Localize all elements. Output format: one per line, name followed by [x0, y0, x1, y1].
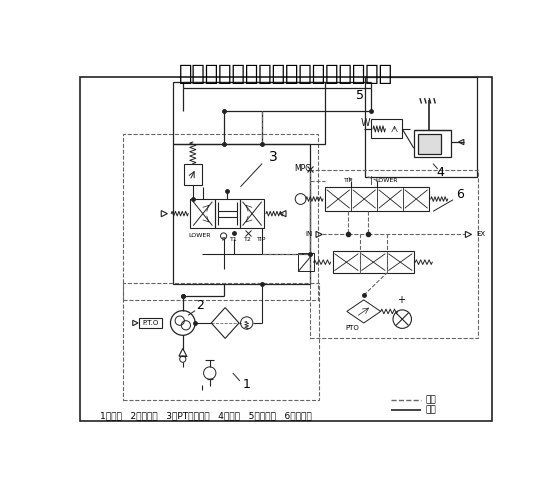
Text: +: + [397, 295, 405, 305]
Bar [333, 251, 414, 273]
Text: 5: 5 [356, 89, 364, 102]
Text: 油路: 油路 [425, 406, 436, 414]
Text: 2: 2 [196, 299, 204, 312]
Bar [372, 119, 402, 138]
Bar [365, 77, 477, 176]
Text: T2: T2 [244, 237, 252, 242]
Bar [299, 253, 314, 271]
Bar [80, 77, 492, 421]
Text: LOWER: LOWER [189, 234, 211, 239]
Text: MPC: MPC [295, 165, 311, 173]
Text: EX: EX [476, 232, 485, 238]
Bar [215, 199, 240, 228]
Text: 3: 3 [268, 151, 277, 165]
Text: |: | [370, 176, 373, 185]
Bar [310, 170, 478, 337]
Bar [190, 199, 215, 228]
Bar [414, 131, 451, 158]
Text: 气路: 气路 [425, 396, 436, 405]
Text: 6: 6 [456, 188, 464, 201]
Bar [123, 134, 318, 300]
Bar [184, 164, 202, 185]
Text: LOWER: LOWER [376, 178, 398, 183]
Bar [325, 187, 429, 211]
Text: 1、油箱   2、齿轮泵   3、PT型举升阀   4、油缸   5、限位阀   6、气控阀: 1、油箱 2、齿轮泵 3、PT型举升阀 4、油缸 5、限位阀 6、气控阀 [100, 412, 312, 420]
Text: P.T.O: P.T.O [142, 320, 158, 326]
Bar [123, 283, 319, 400]
Bar [240, 199, 264, 228]
Bar [417, 134, 441, 154]
Text: PTO: PTO [345, 326, 359, 331]
Text: TIP: TIP [344, 178, 353, 183]
Text: TIP: TIP [257, 237, 267, 242]
Bar [139, 318, 162, 329]
Text: IN: IN [305, 232, 312, 238]
Text: 4: 4 [437, 166, 445, 179]
Text: P: P [221, 237, 225, 242]
Bar [173, 144, 310, 284]
Text: 海沃自卸车液压举升系统工作原理图: 海沃自卸车液压举升系统工作原理图 [179, 64, 393, 83]
Text: W: W [360, 118, 370, 128]
Text: 1: 1 [243, 378, 251, 391]
Bar [173, 82, 325, 144]
Text: T1: T1 [230, 237, 238, 242]
